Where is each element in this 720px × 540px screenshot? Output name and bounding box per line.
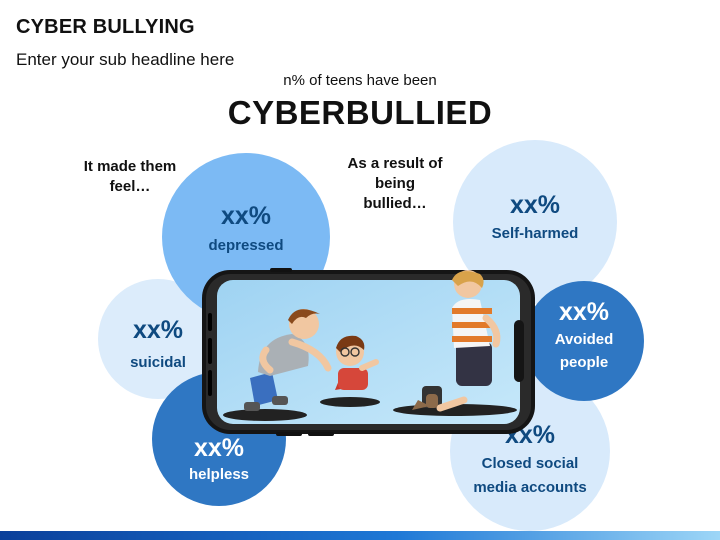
stat-bubble-avoided-people: xx% Avoided people [524, 281, 644, 401]
stat-bubble-depressed: xx% depressed [162, 153, 330, 321]
stat-label: people [559, 354, 609, 371]
caption-right-line: being [375, 175, 415, 192]
stat-label: suicidal [130, 354, 186, 371]
caption-left: It made them feel… [70, 157, 190, 197]
slide-title: CYBER BULLYING [16, 16, 195, 38]
caption-right-line: bullied… [363, 195, 427, 212]
caption-left-line: It made them [83, 158, 177, 175]
headline: CYBERBULLIED [227, 94, 493, 131]
stat-label: helpless [188, 466, 250, 483]
smartphone-with-bullying-scene-icon [202, 268, 535, 436]
stat-label: Self-harmed [491, 225, 579, 242]
stat-value: xx% [220, 202, 272, 230]
stat-label: Avoided [554, 331, 614, 348]
stat-value: xx% [132, 316, 184, 344]
caption-left-line: feel… [109, 178, 151, 195]
stat-label: Closed social [481, 455, 579, 472]
footer-accent-bar [0, 531, 720, 540]
stat-value: xx% [558, 298, 610, 326]
slide-subtitle: Enter your sub headline here [16, 50, 235, 69]
stat-label: depressed [208, 237, 284, 254]
stat-value: xx% [509, 191, 561, 219]
stat-value: xx% [193, 434, 245, 462]
caption-right-line: As a result of [347, 155, 443, 172]
caption-right: As a result of being bullied… [335, 154, 455, 214]
lead-text: n% of teens have been [283, 72, 437, 89]
stat-label: media accounts [473, 479, 587, 496]
